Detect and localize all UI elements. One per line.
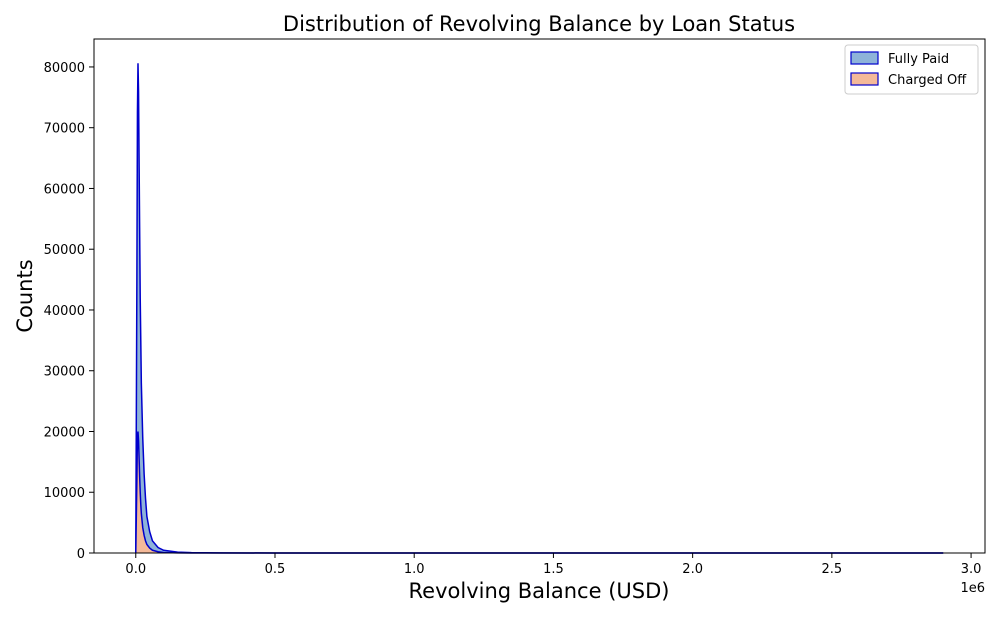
series-area-fully-paid (135, 63, 944, 554)
y-tick-label: 70000 (44, 122, 85, 137)
series-layer (135, 63, 944, 554)
chart-title: Distribution of Revolving Balance by Loa… (283, 12, 795, 36)
legend-swatch-charged-off (850, 72, 879, 86)
y-tick-label: 80000 (44, 61, 85, 76)
y-tick-label: 50000 (44, 243, 85, 258)
legend: Fully Paid Charged Off (844, 44, 979, 95)
y-tick-label: 10000 (44, 486, 85, 501)
x-tick-label: 1.0 (404, 562, 425, 577)
series-line-charged-off (135, 431, 944, 554)
y-tick-label: 20000 (44, 425, 85, 440)
x-tick-label: 2.5 (822, 562, 843, 577)
x-tick-label: 0.0 (125, 562, 146, 577)
x-tick-label: 3.0 (961, 562, 982, 577)
legend-label-fully-paid: Fully Paid (888, 52, 949, 67)
x-axis: 0.0 0.5 1.0 1.5 2.0 2.5 3.0 (125, 553, 981, 577)
x-axis-label: Revolving Balance (USD) (409, 579, 670, 603)
y-tick-label: 0 (77, 547, 85, 562)
series-area-charged-off (135, 431, 944, 553)
y-axis: 0 10000 20000 30000 40000 50000 60000 70000 8000… (44, 61, 94, 562)
x-tick-label: 0.5 (265, 562, 286, 577)
series-line-fully-paid (135, 63, 944, 554)
y-axis-label: Counts (13, 259, 37, 332)
y-tick-label: 30000 (44, 365, 85, 380)
legend-label-charged-off: Charged Off (888, 73, 967, 88)
x-tick-label: 1.5 (543, 562, 564, 577)
y-tick-label: 40000 (44, 304, 85, 319)
y-tick-label: 60000 (44, 182, 85, 197)
x-axis-offset-label: 1e6 (960, 581, 985, 596)
x-tick-label: 2.0 (682, 562, 703, 577)
plot-frame (93, 38, 986, 554)
legend-swatch-fully-paid (850, 51, 879, 65)
